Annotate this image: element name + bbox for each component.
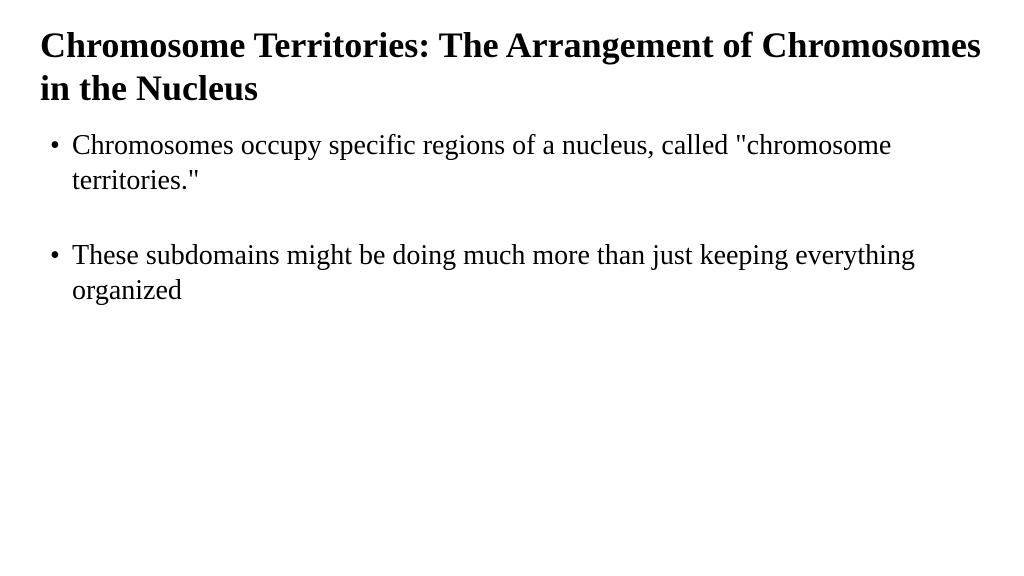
bullet-item: These subdomains might be doing much mor… xyxy=(50,238,984,308)
bullet-list: Chromosomes occupy specific regions of a… xyxy=(40,128,984,308)
bullet-item: Chromosomes occupy specific regions of a… xyxy=(50,128,984,198)
slide-title: Chromosome Territories: The Arrangement … xyxy=(40,24,984,110)
